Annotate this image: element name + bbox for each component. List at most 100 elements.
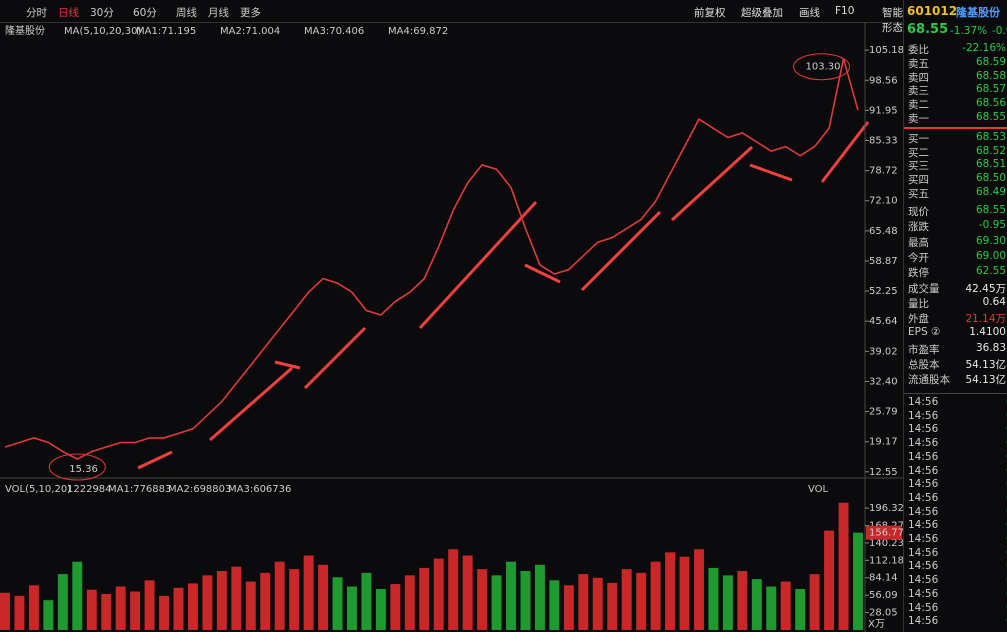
vol-title: VOL	[808, 484, 829, 495]
tool[interactable]: F10	[835, 5, 855, 17]
volume-bar	[578, 574, 589, 630]
stat: 现价 68.55	[908, 204, 1006, 219]
price-line	[4, 58, 859, 461]
trade: 14:5668.55	[908, 588, 1007, 600]
volume-bar	[72, 561, 83, 630]
y-tick-label: 85.33	[869, 136, 898, 147]
stat: 外盘 21.14万	[908, 311, 1006, 326]
volume-bar	[491, 575, 502, 630]
tool[interactable]: 智能形态	[882, 7, 903, 34]
chart: 隆基股份 MA(5,10,20,30)MA1:71.195 MA2:71.004 MA…	[0, 22, 903, 632]
vol-legend: VOL(5,10,20)	[5, 484, 71, 495]
value: 68.55	[975, 204, 1006, 216]
vol-unit: X万	[868, 619, 885, 630]
volume-bar	[737, 571, 748, 630]
time: 14:56	[908, 409, 939, 422]
volume-bar	[477, 569, 488, 630]
trade: 14:5668.55	[908, 423, 1007, 435]
volume-bar	[693, 549, 704, 630]
ma-value: MA3:70.406	[304, 26, 364, 37]
volume-bar	[809, 574, 820, 630]
tab[interactable]: 30分	[90, 7, 114, 19]
volume-bar	[853, 532, 863, 630]
trade: 14:5668.55	[908, 615, 1007, 627]
y-tick-label: 72.10	[869, 196, 898, 207]
trade: 14:5668.55	[908, 410, 1007, 422]
tool[interactable]: 超级叠加	[741, 7, 783, 19]
trade: 14:5668.55	[908, 437, 1007, 449]
ma-value: MA2:71.004	[220, 26, 280, 37]
y-tick-label: 91.95	[869, 105, 898, 116]
label: 买一	[908, 133, 929, 145]
tab[interactable]: 更多	[240, 7, 261, 19]
value: 62.55	[975, 265, 1006, 278]
time: 14:56	[908, 519, 939, 532]
label: 跌停	[908, 267, 929, 280]
value: 68.57	[975, 83, 1006, 96]
time: 14:56	[908, 560, 939, 573]
tab[interactable]: 周线	[176, 7, 197, 19]
label: 买二	[908, 146, 929, 159]
y-tick-label: 45.64	[869, 316, 898, 327]
bid: 买一 68.53	[908, 131, 1006, 146]
trade: 14:5668.55	[908, 533, 1007, 545]
time: 14:56	[908, 601, 939, 614]
volume-bar	[563, 585, 574, 630]
time: 14:56	[908, 533, 939, 545]
tab[interactable]: 日线	[58, 7, 79, 19]
label: 卖三	[908, 85, 929, 98]
value: 68.49	[975, 185, 1006, 198]
trade: 14:5668.55	[908, 465, 1007, 477]
tab[interactable]: 分时	[26, 7, 47, 19]
volume-bar	[520, 571, 531, 630]
time: 14:56	[908, 450, 939, 463]
volume-bar	[274, 561, 285, 630]
time: 14:56	[908, 587, 939, 600]
label: 买三	[908, 160, 929, 173]
y-tick-label: 12.55	[869, 467, 898, 478]
value: 0.64	[982, 295, 1006, 308]
volume-bar	[86, 589, 97, 630]
tab[interactable]: 月线	[208, 7, 229, 19]
volume-bar	[838, 502, 849, 630]
stat: 跌停 62.55	[908, 265, 1006, 280]
label: 卖二	[908, 99, 929, 112]
bid: 买二 68.52	[908, 145, 1006, 160]
ma-value: MA4:69.872	[388, 26, 448, 37]
value: 68.52	[975, 144, 1006, 157]
volume-bar	[57, 574, 68, 630]
label: 涨跌	[908, 221, 929, 234]
stat: 总股本 54.13亿	[908, 357, 1006, 372]
volume-bar	[419, 567, 430, 630]
highlight	[48, 453, 106, 481]
tool[interactable]: 画线	[799, 7, 820, 19]
volume-bar	[534, 564, 545, 630]
tool[interactable]: 前复权	[694, 7, 726, 19]
arrows	[137, 121, 870, 470]
volume-bar	[621, 569, 632, 630]
toolbar: 分时 日线 30分 60分 周线 月线 更多 前复权 超级叠加 画线 F10 智能形态	[0, 0, 903, 34]
time: 14:56	[908, 546, 939, 559]
change: -0.9	[992, 25, 1007, 37]
volume-bar	[260, 572, 271, 630]
tab[interactable]: 60分	[133, 7, 157, 19]
time: 14:56	[908, 437, 939, 450]
time: 14:56	[908, 396, 939, 408]
y-tick-label: 140.23	[869, 538, 903, 549]
volume-bar	[780, 581, 791, 630]
volume-bar	[101, 593, 112, 630]
y-tick-label: 105.18	[869, 45, 903, 56]
value: 68.50	[975, 172, 1006, 185]
volume-bar	[14, 595, 25, 630]
value: 68.53	[975, 131, 1006, 143]
bid: 买三 68.51	[908, 158, 1006, 173]
volume-bar	[245, 581, 256, 630]
volume-bar	[751, 579, 762, 630]
volume-bar	[722, 575, 733, 630]
volume-bar	[159, 595, 170, 630]
annotation: 15.36	[69, 464, 98, 475]
bid: 买五 68.49	[908, 186, 1006, 201]
trade: 14:5668.55	[908, 547, 1007, 559]
volume-bar	[318, 564, 329, 630]
separator	[904, 127, 1007, 129]
